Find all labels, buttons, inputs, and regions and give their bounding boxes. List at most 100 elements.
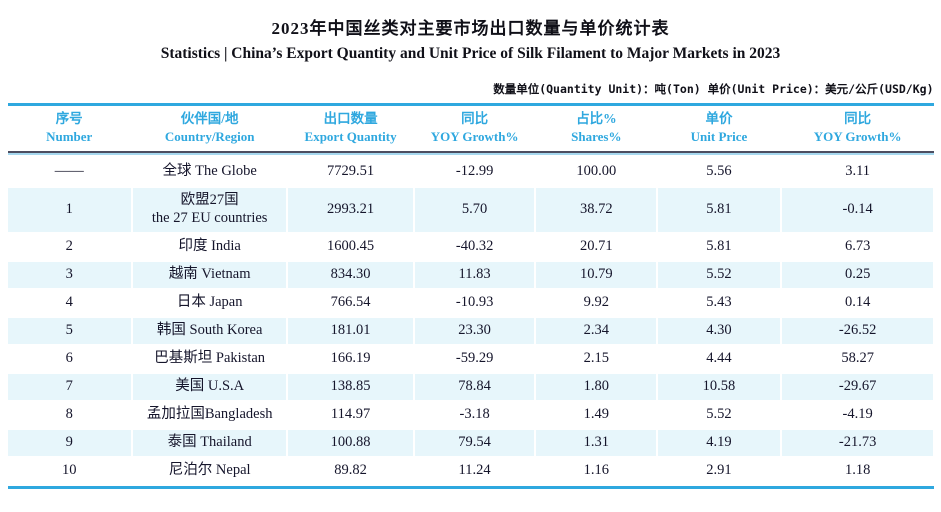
header-yoy-growth-quantity: 同比 YOY Growth% bbox=[415, 110, 535, 146]
header-yoy-growth-quantity-zh: 同比 bbox=[461, 111, 489, 126]
cell-yoy-growth-price: -4.19 bbox=[781, 401, 934, 428]
header-shares-zh: 占比% bbox=[576, 111, 617, 126]
cell-yoy-growth-quantity: 79.54 bbox=[414, 429, 535, 456]
cell-country: 巴基斯坦 Pakistan bbox=[132, 345, 287, 372]
cell-country: 美国 U.S.A bbox=[132, 373, 287, 400]
country-name: 尼泊尔 Nepal bbox=[168, 462, 251, 479]
cell-shares: 1.49 bbox=[536, 401, 657, 428]
header-export-quantity-zh: 出口数量 bbox=[323, 111, 378, 126]
cell-shares: 100.00 bbox=[536, 156, 657, 186]
cell-number: 5 bbox=[7, 317, 131, 344]
cell-yoy-growth-price: 0.14 bbox=[781, 289, 934, 316]
cell-yoy-growth-price: 6.73 bbox=[781, 233, 934, 260]
cell-unit-price: 5.52 bbox=[658, 401, 780, 428]
table-row: 5 韩国 South Korea 181.01 23.30 2.34 4.30 … bbox=[7, 317, 934, 344]
cell-export-quantity: 138.85 bbox=[288, 373, 413, 400]
header-unit-price-zh: 单价 bbox=[705, 111, 733, 126]
cell-export-quantity: 181.01 bbox=[288, 317, 413, 344]
cell-shares: 38.72 bbox=[536, 187, 657, 232]
cell-export-quantity: 89.82 bbox=[288, 457, 413, 484]
cell-export-quantity: 100.88 bbox=[288, 429, 413, 456]
header-yoy-growth-price-zh: 同比 bbox=[844, 111, 872, 126]
table-body: —— 全球 The Globe 7729.51 -12.99 100.00 5.… bbox=[7, 155, 934, 486]
header-number-en: Number bbox=[46, 129, 93, 145]
cell-country: 越南 Vietnam bbox=[132, 261, 287, 288]
header-yoy-growth-price-en: YOY Growth% bbox=[813, 129, 902, 145]
table-row: 2 印度 India 1600.45 -40.32 20.71 5.81 6.7… bbox=[7, 233, 934, 260]
page-title: 2023年中国丝类对主要市场出口数量与单价统计表 bbox=[271, 19, 670, 38]
cell-yoy-growth-price: -29.67 bbox=[781, 373, 934, 400]
country-name: 巴基斯坦 Pakistan bbox=[154, 350, 266, 367]
cell-country: 尼泊尔 Nepal bbox=[132, 457, 287, 484]
cell-yoy-growth-price: -0.14 bbox=[781, 187, 934, 232]
cell-unit-price: 5.81 bbox=[658, 187, 780, 232]
cell-yoy-growth-quantity: 5.70 bbox=[414, 187, 535, 232]
cell-country: 全球 The Globe bbox=[132, 156, 287, 186]
cell-unit-price: 4.44 bbox=[658, 345, 780, 372]
table-row: 3 越南 Vietnam 834.30 11.83 10.79 5.52 0.2… bbox=[7, 261, 934, 288]
page-subtitle: Statistics | China’s Export Quantity and… bbox=[160, 45, 781, 62]
cell-shares: 2.15 bbox=[536, 345, 657, 372]
cell-number: 7 bbox=[7, 373, 131, 400]
cell-yoy-growth-price: -26.52 bbox=[781, 317, 934, 344]
cell-number: 6 bbox=[7, 345, 131, 372]
cell-shares: 1.80 bbox=[536, 373, 657, 400]
country-name: 孟加拉国Bangladesh bbox=[146, 406, 273, 423]
cell-unit-price: 5.43 bbox=[658, 289, 780, 316]
page: 2023年中国丝类对主要市场出口数量与单价统计表 Statistics | Ch… bbox=[7, 0, 934, 489]
cell-shares: 1.31 bbox=[536, 429, 657, 456]
cell-yoy-growth-quantity: 11.24 bbox=[414, 457, 535, 484]
header-shares-en: Shares% bbox=[571, 129, 622, 145]
cell-yoy-growth-quantity: -12.99 bbox=[414, 156, 535, 186]
header-export-quantity-en: Export Quantity bbox=[304, 129, 397, 145]
cell-country: 韩国 South Korea bbox=[132, 317, 287, 344]
header-separator bbox=[7, 152, 934, 155]
cell-unit-price: 2.91 bbox=[658, 457, 780, 484]
cell-country: 日本 Japan bbox=[132, 289, 287, 316]
cell-export-quantity: 2993.21 bbox=[288, 187, 413, 232]
header-export-quantity: 出口数量 Export Quantity bbox=[288, 110, 412, 146]
cell-export-quantity: 166.19 bbox=[288, 345, 413, 372]
country-name: 越南 Vietnam bbox=[168, 266, 251, 283]
cell-export-quantity: 1600.45 bbox=[288, 233, 413, 260]
cell-export-quantity: 766.54 bbox=[288, 289, 413, 316]
cell-number: 1 bbox=[7, 187, 131, 232]
cell-shares: 2.34 bbox=[536, 317, 657, 344]
cell-country: 泰国 Thailand bbox=[132, 429, 287, 456]
header-yoy-growth-quantity-en: YOY Growth% bbox=[430, 129, 519, 145]
cell-yoy-growth-price: 0.25 bbox=[781, 261, 934, 288]
table-row: 10 尼泊尔 Nepal 89.82 11.24 1.16 2.91 1.18 bbox=[7, 457, 934, 484]
header-number: 序号 Number bbox=[8, 110, 131, 146]
header-country-zh: 伙伴国/地 bbox=[180, 111, 239, 126]
cell-yoy-growth-price: -21.73 bbox=[781, 429, 934, 456]
country-name-line2: the 27 EU countries bbox=[151, 209, 268, 226]
header-unit-price-en: Unit Price bbox=[690, 129, 748, 145]
cell-country: 欧盟27国 the 27 EU countries bbox=[132, 187, 287, 232]
cell-yoy-growth-price: 58.27 bbox=[781, 345, 934, 372]
silk-export-table: 序号 Number 伙伴国/地 Country/Region 出口数量 Expo… bbox=[7, 103, 934, 489]
cell-unit-price: 5.81 bbox=[658, 233, 780, 260]
cell-unit-price: 4.19 bbox=[658, 429, 780, 456]
cell-yoy-growth-quantity: -3.18 bbox=[414, 401, 535, 428]
table-row: 4 日本 Japan 766.54 -10.93 9.92 5.43 0.14 bbox=[7, 289, 934, 316]
country-name: 印度 India bbox=[178, 238, 241, 255]
cell-yoy-growth-quantity: -59.29 bbox=[414, 345, 535, 372]
cell-number: 2 bbox=[7, 233, 131, 260]
cell-number: 8 bbox=[7, 401, 131, 428]
table-row: —— 全球 The Globe 7729.51 -12.99 100.00 5.… bbox=[7, 156, 934, 186]
country-name: 日本 Japan bbox=[176, 294, 243, 311]
cell-yoy-growth-quantity: -10.93 bbox=[414, 289, 535, 316]
cell-unit-price: 4.30 bbox=[658, 317, 780, 344]
unit-note: 数量单位(Quantity Unit)：吨(Ton) 单价(Unit Price… bbox=[493, 82, 934, 96]
cell-yoy-growth-quantity: 23.30 bbox=[414, 317, 535, 344]
cell-number: 3 bbox=[7, 261, 131, 288]
cell-export-quantity: 114.97 bbox=[288, 401, 413, 428]
table-row: 1 欧盟27国 the 27 EU countries 2993.21 5.70… bbox=[7, 187, 934, 232]
cell-export-quantity: 7729.51 bbox=[288, 156, 413, 186]
header-unit-price: 单价 Unit Price bbox=[658, 110, 780, 146]
cell-number: 10 bbox=[7, 457, 131, 484]
country-name: 韩国 South Korea bbox=[156, 322, 263, 339]
cell-country: 孟加拉国Bangladesh bbox=[132, 401, 287, 428]
cell-shares: 9.92 bbox=[536, 289, 657, 316]
country-name: 泰国 Thailand bbox=[167, 434, 252, 451]
